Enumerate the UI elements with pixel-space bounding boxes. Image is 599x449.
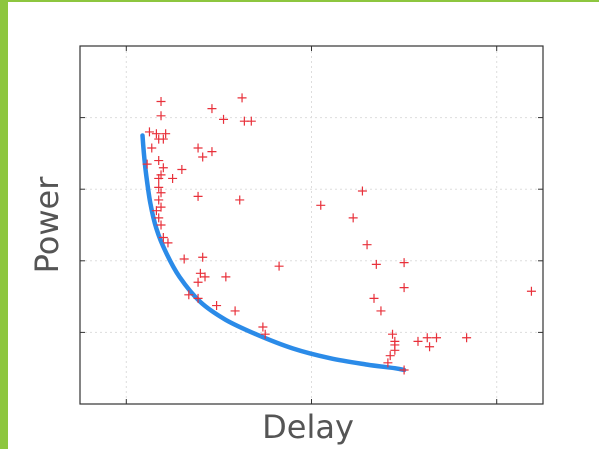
data-point bbox=[156, 220, 166, 230]
data-point bbox=[195, 268, 205, 278]
data-point bbox=[158, 163, 168, 173]
data-point bbox=[163, 238, 173, 248]
data-point bbox=[200, 272, 210, 282]
frontier-curve-layer bbox=[140, 133, 407, 373]
x-axis-title: Delay bbox=[262, 408, 354, 446]
data-point bbox=[156, 188, 166, 198]
data-point bbox=[246, 116, 256, 126]
data-point bbox=[179, 254, 189, 264]
chart-grid bbox=[80, 46, 543, 404]
data-point bbox=[154, 195, 164, 205]
data-point bbox=[156, 111, 166, 121]
data-point bbox=[156, 96, 166, 106]
data-point bbox=[425, 342, 435, 352]
data-point bbox=[161, 129, 171, 139]
y-axis-title: Power bbox=[28, 176, 66, 274]
data-point bbox=[235, 195, 245, 205]
data-point bbox=[230, 306, 240, 316]
data-point bbox=[219, 114, 229, 124]
data-point bbox=[147, 143, 157, 153]
data-point bbox=[376, 306, 386, 316]
data-point bbox=[177, 165, 187, 175]
data-point bbox=[151, 206, 161, 216]
data-point bbox=[390, 336, 400, 346]
data-point bbox=[198, 152, 208, 162]
data-point bbox=[144, 127, 154, 137]
data-point bbox=[357, 186, 367, 196]
data-point bbox=[388, 329, 398, 339]
data-point bbox=[158, 233, 168, 243]
data-point bbox=[413, 336, 423, 346]
data-point bbox=[198, 252, 208, 262]
data-point bbox=[258, 322, 268, 332]
data-point bbox=[348, 213, 358, 223]
data-point bbox=[274, 261, 284, 271]
data-point bbox=[390, 345, 400, 355]
data-point bbox=[154, 173, 164, 183]
data-point bbox=[383, 358, 393, 368]
data-point bbox=[207, 147, 217, 157]
data-point bbox=[316, 200, 326, 210]
data-point bbox=[422, 333, 432, 343]
data-point bbox=[154, 182, 164, 192]
data-point bbox=[193, 277, 203, 287]
slide-left-accent-bar bbox=[0, 0, 8, 449]
data-point bbox=[158, 134, 168, 144]
data-point bbox=[526, 286, 536, 296]
data-point bbox=[399, 258, 409, 268]
chart-ticks bbox=[80, 46, 543, 404]
scatter-points bbox=[142, 93, 536, 375]
data-point bbox=[362, 240, 372, 250]
data-point bbox=[154, 156, 164, 166]
frontier-curve bbox=[140, 133, 407, 373]
data-point bbox=[193, 293, 203, 303]
data-point bbox=[385, 351, 395, 361]
data-point bbox=[184, 290, 194, 300]
data-point bbox=[237, 93, 247, 103]
data-point bbox=[221, 272, 231, 282]
data-point bbox=[212, 301, 222, 311]
data-point bbox=[168, 173, 178, 183]
data-point bbox=[193, 143, 203, 153]
data-point bbox=[156, 202, 166, 212]
data-point bbox=[371, 259, 381, 269]
data-point bbox=[154, 213, 164, 223]
data-point bbox=[399, 283, 409, 293]
plot-frame bbox=[79, 45, 544, 405]
data-point bbox=[142, 159, 152, 169]
data-point bbox=[260, 329, 270, 339]
data-point bbox=[399, 365, 409, 375]
data-point bbox=[193, 191, 203, 201]
data-point bbox=[151, 129, 161, 139]
data-point bbox=[207, 104, 217, 114]
data-point bbox=[369, 293, 379, 303]
data-point bbox=[432, 333, 442, 343]
data-point bbox=[462, 333, 472, 343]
slide-top-accent-bar bbox=[0, 0, 599, 2]
